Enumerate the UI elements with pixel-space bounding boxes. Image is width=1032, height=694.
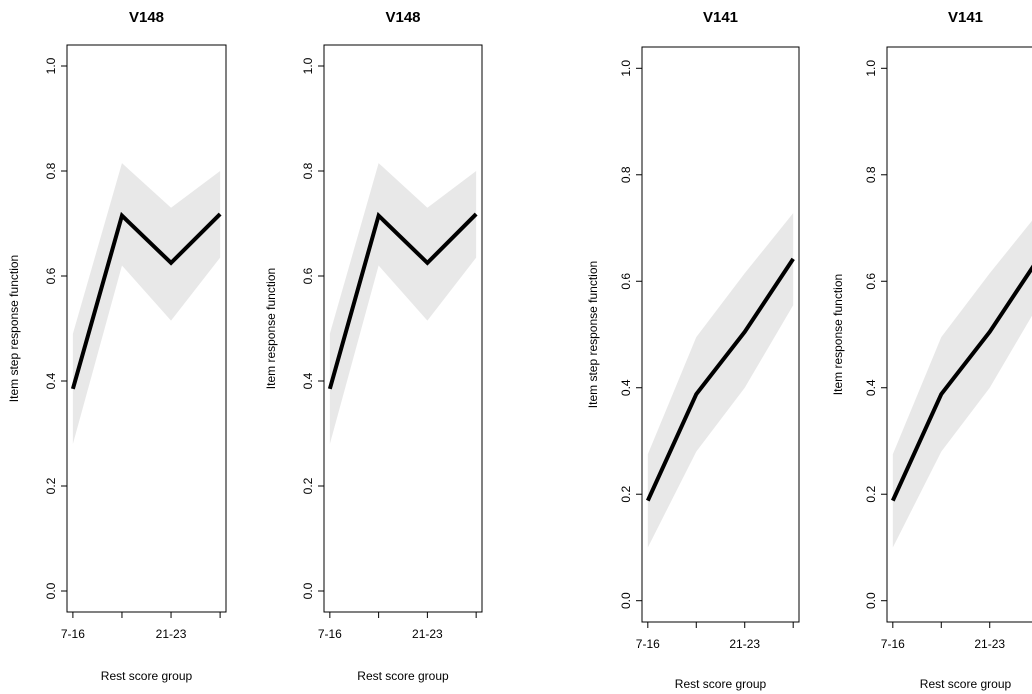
plot-frame [641,46,800,623]
y-tick-label: 0.6 [864,273,878,290]
x-axis-label: Rest score group [920,677,1012,691]
y-tick-label: 0.6 [301,267,315,284]
x-axis-label: Rest score group [357,669,449,683]
x-tick-label: 21-23 [156,627,187,641]
y-tick-label: 1.0 [301,57,315,74]
chart-panel-4: 0.0 0.2 0.4 0.6 0.8 1.0 7-16 21-23 V141 Rest scor… [831,9,1032,691]
y-tick-label: 0.0 [301,582,315,599]
chart-panel-2: 0.0 0.2 0.4 0.6 0.8 1.0 7-16 21-23 V148 Rest scor… [264,9,483,683]
plot-frame [66,44,227,613]
x-tick-label: 21-23 [974,637,1005,651]
y-tick-label: 0.0 [44,582,58,599]
y-tick-label: 0.8 [301,162,315,179]
response-line [645,257,795,502]
panel-title: V148 [385,9,420,26]
response-line [70,211,222,390]
response-line [890,264,1032,502]
confidence-band [72,163,221,444]
y-tick-label: 0.4 [619,379,633,396]
y-tick-label: 0.8 [864,166,878,183]
chart-panel-3: 0.0 0.2 0.4 0.6 0.8 1.0 7-16 21-23 V141 Rest scor… [586,9,800,691]
y-tick-label: 0.0 [864,592,878,609]
y-tick-label: 0.2 [619,486,633,503]
y-tick-label: 0.6 [619,273,633,290]
x-axis-label: Rest score group [675,677,767,691]
confidence-band [892,220,1032,548]
y-tick-label: 0.4 [864,379,878,396]
y-tick-label: 0.0 [619,592,633,609]
y-axis-label: Item step response function [7,255,21,402]
y-axis-label: Item response function [831,274,845,395]
x-tick-label: 21-23 [729,637,760,651]
confidence-band [329,163,477,444]
y-tick-label: 0.2 [44,477,58,494]
y-axis-label: Item step response function [586,261,600,408]
x-tick-label: 7-16 [61,627,85,641]
y-tick-label: 1.0 [44,57,58,74]
x-tick-label: 21-23 [412,627,443,641]
x-tick-label: 7-16 [318,627,342,641]
plot-frame [886,46,1032,623]
chart-panel-1: 0.0 0.2 0.4 0.6 0.8 1.0 7-16 21-23 V148 Rest scor… [7,9,227,683]
y-tick-label: 0.4 [301,372,315,389]
panel-title: V148 [129,9,164,26]
y-tick-label: 1.0 [619,60,633,77]
response-line [327,211,478,390]
y-tick-label: 0.2 [864,486,878,503]
y-tick-label: 1.0 [864,60,878,77]
y-tick-label: 0.4 [44,372,58,389]
plot-frame [323,44,483,613]
y-tick-label: 0.8 [619,166,633,183]
y-tick-label: 0.8 [44,162,58,179]
panel-title: V141 [703,9,738,26]
x-axis-label: Rest score group [101,669,193,683]
y-tick-label: 0.2 [301,477,315,494]
y-axis-label: Item response function [264,268,278,389]
x-tick-label: 7-16 [636,637,660,651]
confidence-band [647,213,794,548]
x-tick-label: 7-16 [881,637,905,651]
y-tick-label: 0.6 [44,267,58,284]
panel-title: V141 [948,9,983,26]
